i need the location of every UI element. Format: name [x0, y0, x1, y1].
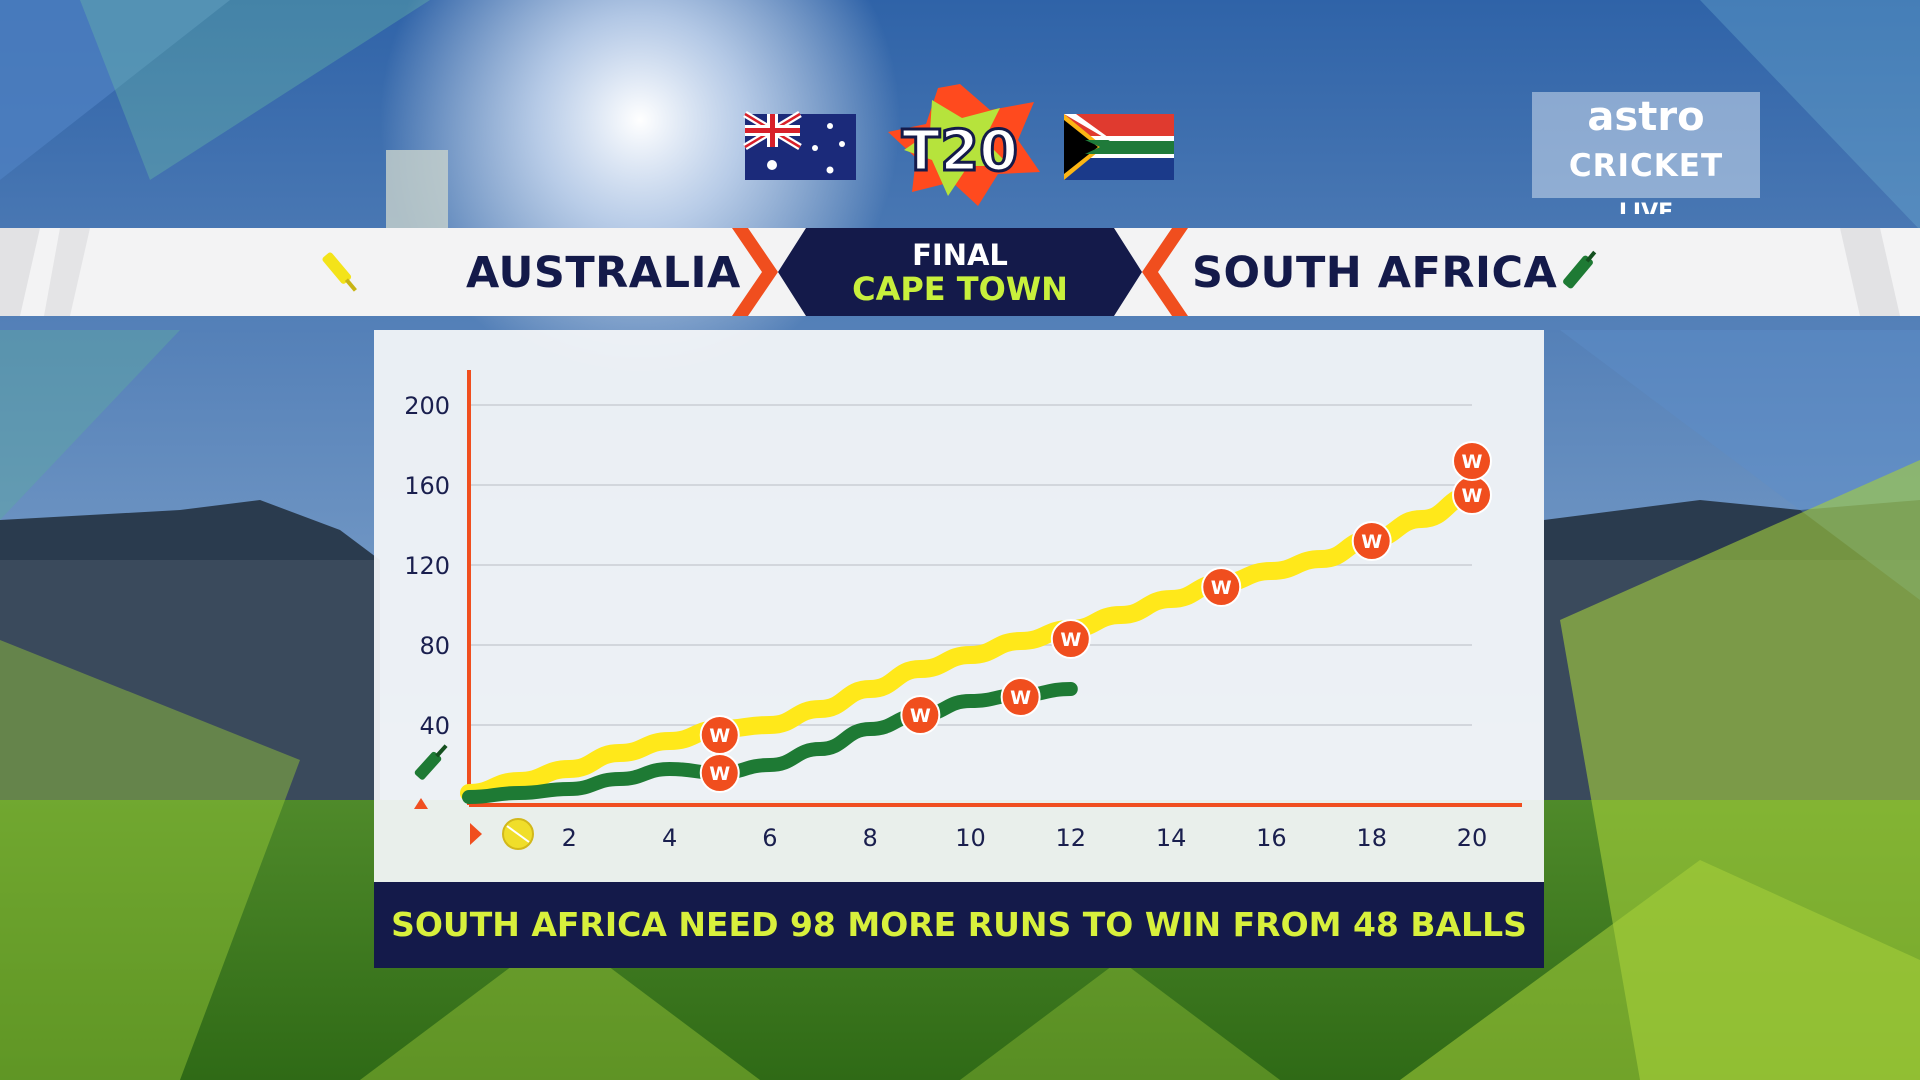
- broadcaster-logo: astro CRICKET LIVE: [1532, 92, 1760, 214]
- score-header-bar: [0, 228, 1920, 316]
- south-africa-worm-line: [462, 682, 1078, 804]
- australia-flag: [743, 110, 856, 180]
- x-tick-label: 16: [1256, 824, 1287, 852]
- x-tick-label: 8: [863, 824, 878, 852]
- wicket-marker-label: W: [709, 725, 730, 747]
- wicket-marker-label: W: [1211, 577, 1232, 599]
- x-tick-label: 2: [562, 824, 577, 852]
- australia-worm-line: [460, 486, 1481, 802]
- wicket-marker-label: W: [1462, 451, 1483, 473]
- x-tick-label: 10: [955, 824, 986, 852]
- broadcaster-live: LIVE: [1618, 200, 1674, 214]
- x-tick-label: 20: [1457, 824, 1488, 852]
- x-tick-label: 12: [1056, 824, 1087, 852]
- x-axis-marker: [470, 823, 482, 845]
- y-tick-label: 200: [404, 392, 450, 420]
- y-tick-label: 80: [419, 632, 450, 660]
- team1-name: AUSTRALIA: [466, 248, 741, 298]
- wicket-marker-label: W: [1010, 687, 1031, 709]
- t20-world-cup-logo: T20: [888, 84, 1040, 206]
- x-tick-label: 6: [762, 824, 777, 852]
- match-stage: FINAL: [912, 238, 1008, 272]
- y-axis-marker: [414, 798, 428, 809]
- y-tick-label: 40: [419, 712, 450, 740]
- wicket-marker: [1000, 677, 1041, 717]
- y-tick-label: 120: [404, 552, 450, 580]
- x-tick-label: 14: [1156, 824, 1187, 852]
- wicket-marker: [1050, 619, 1091, 659]
- wicket-marker-label: W: [1361, 531, 1382, 553]
- team1-bat-icon: [322, 252, 357, 292]
- logo-text: T20: [902, 119, 1018, 184]
- broadcaster-brand: astro: [1587, 94, 1705, 140]
- wicket-marker: [1201, 567, 1242, 607]
- match-situation-text: SOUTH AFRICA NEED 98 MORE RUNS TO WIN FR…: [391, 905, 1527, 944]
- south-africa-flag: [1064, 114, 1174, 180]
- broadcaster-channel: CRICKET: [1568, 148, 1724, 184]
- x-tick-label: 18: [1356, 824, 1387, 852]
- x-tick-label: 4: [662, 824, 677, 852]
- wicket-marker-label: W: [1060, 629, 1081, 651]
- y-axis-bat-icon: [414, 744, 448, 780]
- wicket-marker: [1351, 521, 1392, 561]
- wicket-marker: [900, 695, 941, 735]
- wicket-marker-label: W: [709, 763, 730, 785]
- wicket-marker-label: W: [910, 705, 931, 727]
- team2-bat-icon: [1563, 250, 1597, 289]
- ball-seam: [506, 825, 530, 843]
- y-tick-label: 160: [404, 472, 450, 500]
- team2-name: SOUTH AFRICA: [1192, 248, 1558, 298]
- wicket-marker-label: W: [1462, 485, 1483, 507]
- match-situation-bar: SOUTH AFRICA NEED 98 MORE RUNS TO WIN FR…: [374, 882, 1544, 968]
- match-venue: CAPE TOWN: [852, 270, 1068, 308]
- wicket-marker: [1452, 441, 1492, 481]
- wicket-marker: [699, 753, 740, 793]
